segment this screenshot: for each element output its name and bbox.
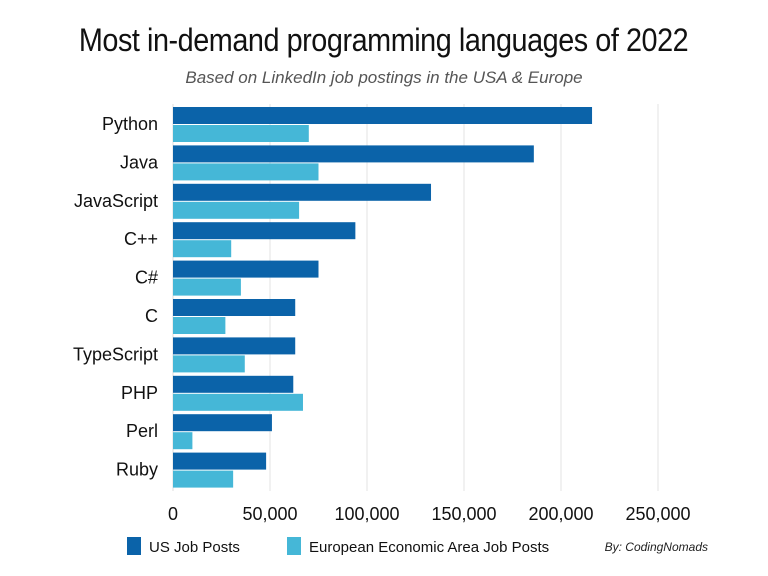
bar-eea [173, 125, 309, 142]
bar-us [173, 145, 534, 163]
bar-eea [173, 393, 303, 411]
bar-us [173, 337, 296, 355]
bar-eea [173, 240, 232, 258]
bar-us [173, 183, 432, 201]
bar-eea [173, 163, 319, 181]
legend-label: European Economic Area Job Posts [309, 539, 549, 556]
bar-eea [173, 278, 241, 296]
legend-label: US Job Posts [149, 539, 240, 556]
bar-eea [173, 201, 300, 219]
bar-us [173, 260, 319, 278]
bar-us [173, 299, 296, 316]
category-label: C++ [124, 229, 158, 249]
x-tick-label: 150,000 [431, 504, 496, 524]
category-label: PHP [121, 383, 158, 403]
x-tick-label: 200,000 [528, 504, 593, 524]
x-tick-label: 100,000 [334, 504, 399, 524]
category-label: Python [102, 114, 158, 134]
bar-us [173, 414, 272, 432]
category-label: C# [135, 268, 158, 288]
category-label: Perl [126, 421, 158, 441]
category-label: Java [120, 152, 159, 172]
category-label: C [145, 306, 158, 326]
bar-eea [173, 317, 226, 334]
bar-us [173, 107, 593, 124]
x-tick-label: 250,000 [625, 504, 690, 524]
legend-swatch [127, 537, 141, 555]
chart-title: Most in-demand programming languages of … [0, 22, 768, 59]
category-label: TypeScript [73, 344, 158, 364]
legend-swatch [287, 537, 301, 555]
chart-title-text: Most in-demand programming languages of … [79, 22, 689, 58]
bar-eea [173, 432, 193, 450]
bar-us [173, 452, 267, 470]
credit-text: By: CodingNomads [604, 540, 708, 554]
category-label: Ruby [116, 460, 158, 480]
chart-subtitle: Based on LinkedIn job postings in the US… [185, 68, 583, 87]
bar-us [173, 375, 294, 393]
x-tick-label: 50,000 [242, 504, 297, 524]
bar-us [173, 222, 356, 240]
x-tick-label: 0 [168, 504, 178, 524]
category-label: JavaScript [74, 191, 158, 211]
bar-eea [173, 355, 245, 373]
bar-eea [173, 470, 234, 488]
